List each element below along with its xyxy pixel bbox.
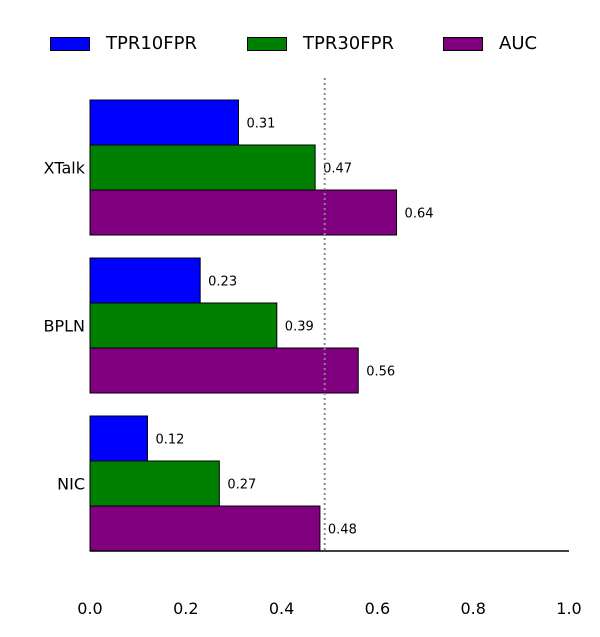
category-label-bpln: BPLN bbox=[43, 317, 85, 336]
value-label-xtalk-auc: 0.64 bbox=[405, 207, 434, 222]
bar-nic-tpr30fpr bbox=[89, 460, 220, 507]
value-label-nic-tpr30fpr: 0.27 bbox=[227, 478, 256, 493]
x-tick-label: 0.6 bbox=[365, 599, 390, 618]
value-label-nic-auc: 0.48 bbox=[328, 523, 357, 538]
x-tick-label: 0.8 bbox=[460, 599, 485, 618]
value-label-xtalk-tpr30fpr: 0.47 bbox=[323, 162, 352, 177]
value-label-bpln-auc: 0.56 bbox=[366, 365, 395, 380]
legend-swatch-tpr10fpr bbox=[50, 36, 90, 51]
bar-xtalk-tpr10fpr bbox=[89, 99, 239, 146]
bar-bpln-tpr10fpr bbox=[89, 257, 201, 304]
legend-item-auc: AUC bbox=[443, 33, 537, 54]
legend-swatch-tpr30fpr bbox=[247, 36, 287, 51]
legend-item-tpr30fpr: TPR30FPR bbox=[247, 33, 394, 54]
value-label-xtalk-tpr10fpr: 0.31 bbox=[246, 117, 275, 132]
x-tick-label: 0.0 bbox=[77, 599, 102, 618]
bar-nic-auc bbox=[89, 505, 321, 552]
bar-bpln-tpr30fpr bbox=[89, 302, 278, 349]
x-tick-label: 1.0 bbox=[556, 599, 581, 618]
category-label-nic: NIC bbox=[57, 475, 85, 494]
value-label-bpln-tpr30fpr: 0.39 bbox=[285, 320, 314, 335]
legend-label-tpr30fpr: TPR30FPR bbox=[303, 33, 394, 54]
bar-xtalk-tpr30fpr bbox=[89, 144, 316, 191]
legend-label-auc: AUC bbox=[499, 33, 538, 54]
legend-item-tpr10fpr: TPR10FPR bbox=[50, 33, 197, 54]
value-label-nic-tpr10fpr: 0.12 bbox=[155, 433, 184, 448]
legend-label-tpr10fpr: TPR10FPR bbox=[106, 33, 197, 54]
legend-swatch-auc bbox=[443, 36, 483, 51]
value-label-bpln-tpr10fpr: 0.23 bbox=[208, 275, 237, 290]
bar-bpln-auc bbox=[89, 347, 359, 394]
x-tick-label: 0.4 bbox=[269, 599, 294, 618]
bar-nic-tpr10fpr bbox=[89, 415, 148, 462]
bar-xtalk-auc bbox=[89, 189, 398, 236]
category-label-xtalk: XTalk bbox=[44, 159, 86, 178]
x-tick-label: 0.2 bbox=[173, 599, 198, 618]
